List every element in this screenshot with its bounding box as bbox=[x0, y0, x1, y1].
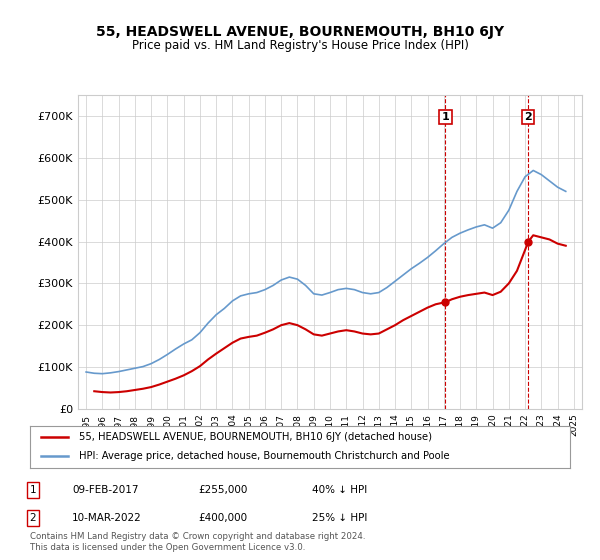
Text: 2: 2 bbox=[29, 513, 37, 523]
Text: Contains HM Land Registry data © Crown copyright and database right 2024.
This d: Contains HM Land Registry data © Crown c… bbox=[30, 532, 365, 552]
Text: 10-MAR-2022: 10-MAR-2022 bbox=[72, 513, 142, 523]
Text: 09-FEB-2017: 09-FEB-2017 bbox=[72, 485, 139, 495]
Text: 55, HEADSWELL AVENUE, BOURNEMOUTH, BH10 6JY (detached house): 55, HEADSWELL AVENUE, BOURNEMOUTH, BH10 … bbox=[79, 432, 431, 442]
Text: £255,000: £255,000 bbox=[198, 485, 247, 495]
Text: 1: 1 bbox=[442, 112, 449, 122]
Text: Price paid vs. HM Land Registry's House Price Index (HPI): Price paid vs. HM Land Registry's House … bbox=[131, 39, 469, 52]
Text: 40% ↓ HPI: 40% ↓ HPI bbox=[312, 485, 367, 495]
Text: 2: 2 bbox=[524, 112, 532, 122]
Text: HPI: Average price, detached house, Bournemouth Christchurch and Poole: HPI: Average price, detached house, Bour… bbox=[79, 451, 449, 461]
Text: 1: 1 bbox=[29, 485, 37, 495]
Text: £400,000: £400,000 bbox=[198, 513, 247, 523]
Text: 55, HEADSWELL AVENUE, BOURNEMOUTH, BH10 6JY: 55, HEADSWELL AVENUE, BOURNEMOUTH, BH10 … bbox=[96, 25, 504, 39]
Text: 25% ↓ HPI: 25% ↓ HPI bbox=[312, 513, 367, 523]
